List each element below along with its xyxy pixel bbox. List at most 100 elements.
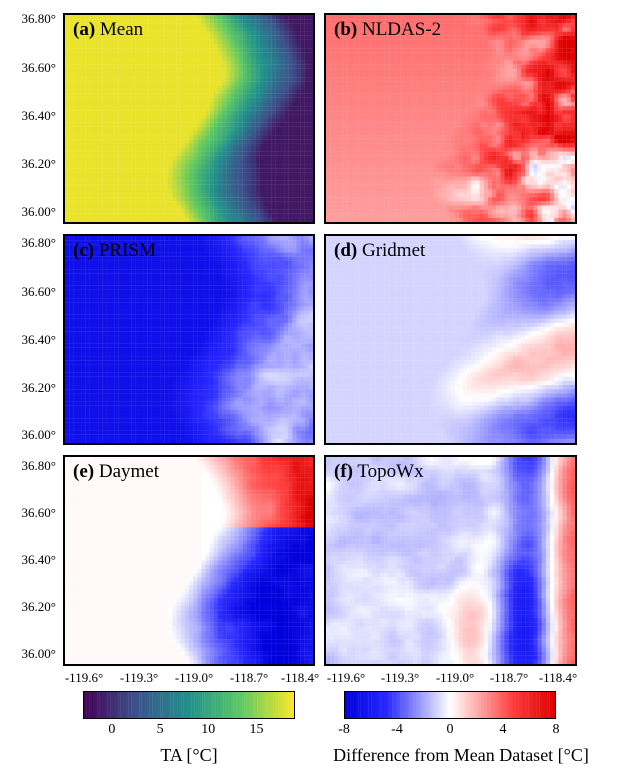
heatmap-cell	[550, 114, 555, 119]
heatmap-cell	[246, 68, 252, 74]
heatmap-cell	[363, 114, 368, 119]
heatmap-cell	[238, 180, 243, 185]
heatmap-cell	[342, 43, 347, 49]
heatmap-cell	[334, 85, 339, 90]
heatmap-cell	[454, 15, 459, 20]
heatmap-cell	[425, 39, 430, 45]
heatmap-cell	[230, 201, 235, 206]
heatmap-cell	[143, 143, 148, 148]
heatmap-cell	[160, 110, 165, 115]
heatmap-cell	[346, 101, 352, 107]
heatmap-cell	[483, 106, 488, 111]
heatmap-cell	[135, 106, 140, 111]
heatmap-cell	[492, 39, 497, 45]
heatmap-cell	[446, 93, 451, 98]
heatmap-cell	[209, 93, 214, 98]
heatmap-cell	[176, 159, 181, 165]
heatmap-cell	[570, 122, 575, 127]
heatmap-cell	[388, 89, 393, 94]
heatmap-cell	[73, 172, 78, 177]
heatmap-cell	[483, 122, 488, 127]
heatmap-cell	[450, 114, 455, 119]
heatmap-cell	[135, 114, 140, 119]
heatmap-cell	[81, 56, 86, 61]
heatmap-cell	[400, 101, 405, 107]
heatmap-cell	[363, 19, 368, 24]
heatmap-cell	[226, 205, 231, 210]
heatmap-cell	[143, 110, 148, 115]
heatmap-cell	[180, 77, 185, 82]
heatmap-cell	[193, 188, 198, 194]
heatmap-cell	[69, 15, 74, 20]
heatmap-cell	[143, 135, 148, 140]
heatmap-cell	[102, 101, 107, 107]
heatmap-cell	[127, 81, 132, 86]
heatmap-cell	[471, 93, 476, 98]
heatmap-cell	[458, 77, 464, 82]
heatmap-cell	[222, 31, 227, 36]
heatmap-cell	[65, 147, 70, 152]
heatmap-cell	[308, 139, 313, 144]
heatmap-cell	[396, 77, 401, 82]
heatmap-cell	[554, 19, 559, 24]
heatmap-cell	[512, 147, 518, 152]
heatmap-cell	[122, 176, 128, 181]
heatmap-cell	[292, 31, 297, 36]
heatmap-cell	[446, 31, 451, 36]
heatmap-cell	[213, 106, 219, 111]
heatmap-cell	[217, 147, 223, 152]
heatmap-cell	[371, 19, 376, 24]
heatmap-cell	[139, 217, 144, 222]
heatmap-cell	[251, 85, 256, 90]
heatmap-cell	[508, 68, 513, 74]
heatmap-cell	[160, 130, 165, 136]
heatmap-cell	[334, 31, 339, 36]
heatmap-cell	[367, 151, 372, 156]
heatmap-cell	[193, 39, 198, 45]
heatmap-cell	[467, 23, 472, 28]
heatmap-cell	[300, 184, 305, 189]
heatmap-cell	[467, 89, 472, 94]
heatmap-cell	[326, 89, 331, 94]
heatmap-cell	[284, 23, 289, 28]
heatmap-cell	[251, 205, 256, 210]
heatmap-cell	[467, 147, 472, 152]
heatmap-cell	[433, 135, 439, 140]
heatmap-cell	[438, 15, 443, 20]
heatmap-cell	[160, 126, 165, 132]
heatmap-cell	[213, 126, 219, 132]
heatmap-cell	[69, 114, 74, 119]
heatmap-cell	[184, 205, 190, 210]
heatmap-cell	[284, 176, 289, 181]
heatmap-cell	[81, 23, 86, 28]
heatmap-cell	[267, 197, 272, 202]
heatmap-cell	[537, 39, 542, 45]
heatmap-cell	[562, 114, 567, 119]
heatmap-cell	[102, 23, 107, 28]
heatmap-cell	[500, 27, 505, 32]
heatmap-cell	[201, 201, 206, 206]
heatmap-cell	[197, 201, 202, 206]
heatmap-cell	[213, 188, 219, 194]
heatmap-cell	[342, 81, 347, 86]
heatmap-cell	[251, 93, 256, 98]
heatmap-cell	[139, 101, 144, 107]
heatmap-cell	[110, 60, 115, 65]
heatmap-cell	[267, 31, 272, 36]
heatmap-cell	[242, 159, 247, 165]
heatmap-cell	[98, 60, 103, 65]
heatmap-cell	[102, 147, 107, 152]
heatmap-cell	[566, 19, 571, 24]
heatmap-cell	[222, 122, 227, 127]
heatmap-cell	[512, 114, 518, 119]
heatmap-cell	[304, 101, 309, 107]
heatmap-cell	[122, 188, 128, 194]
heatmap-cell	[267, 180, 272, 185]
heatmap-cell	[238, 201, 243, 206]
heatmap-cell	[458, 43, 464, 49]
heatmap-cell	[197, 68, 202, 74]
heatmap-cell	[541, 135, 547, 140]
heatmap-cell	[566, 85, 571, 90]
heatmap-cell	[308, 52, 313, 57]
heatmap-cell	[475, 56, 480, 61]
